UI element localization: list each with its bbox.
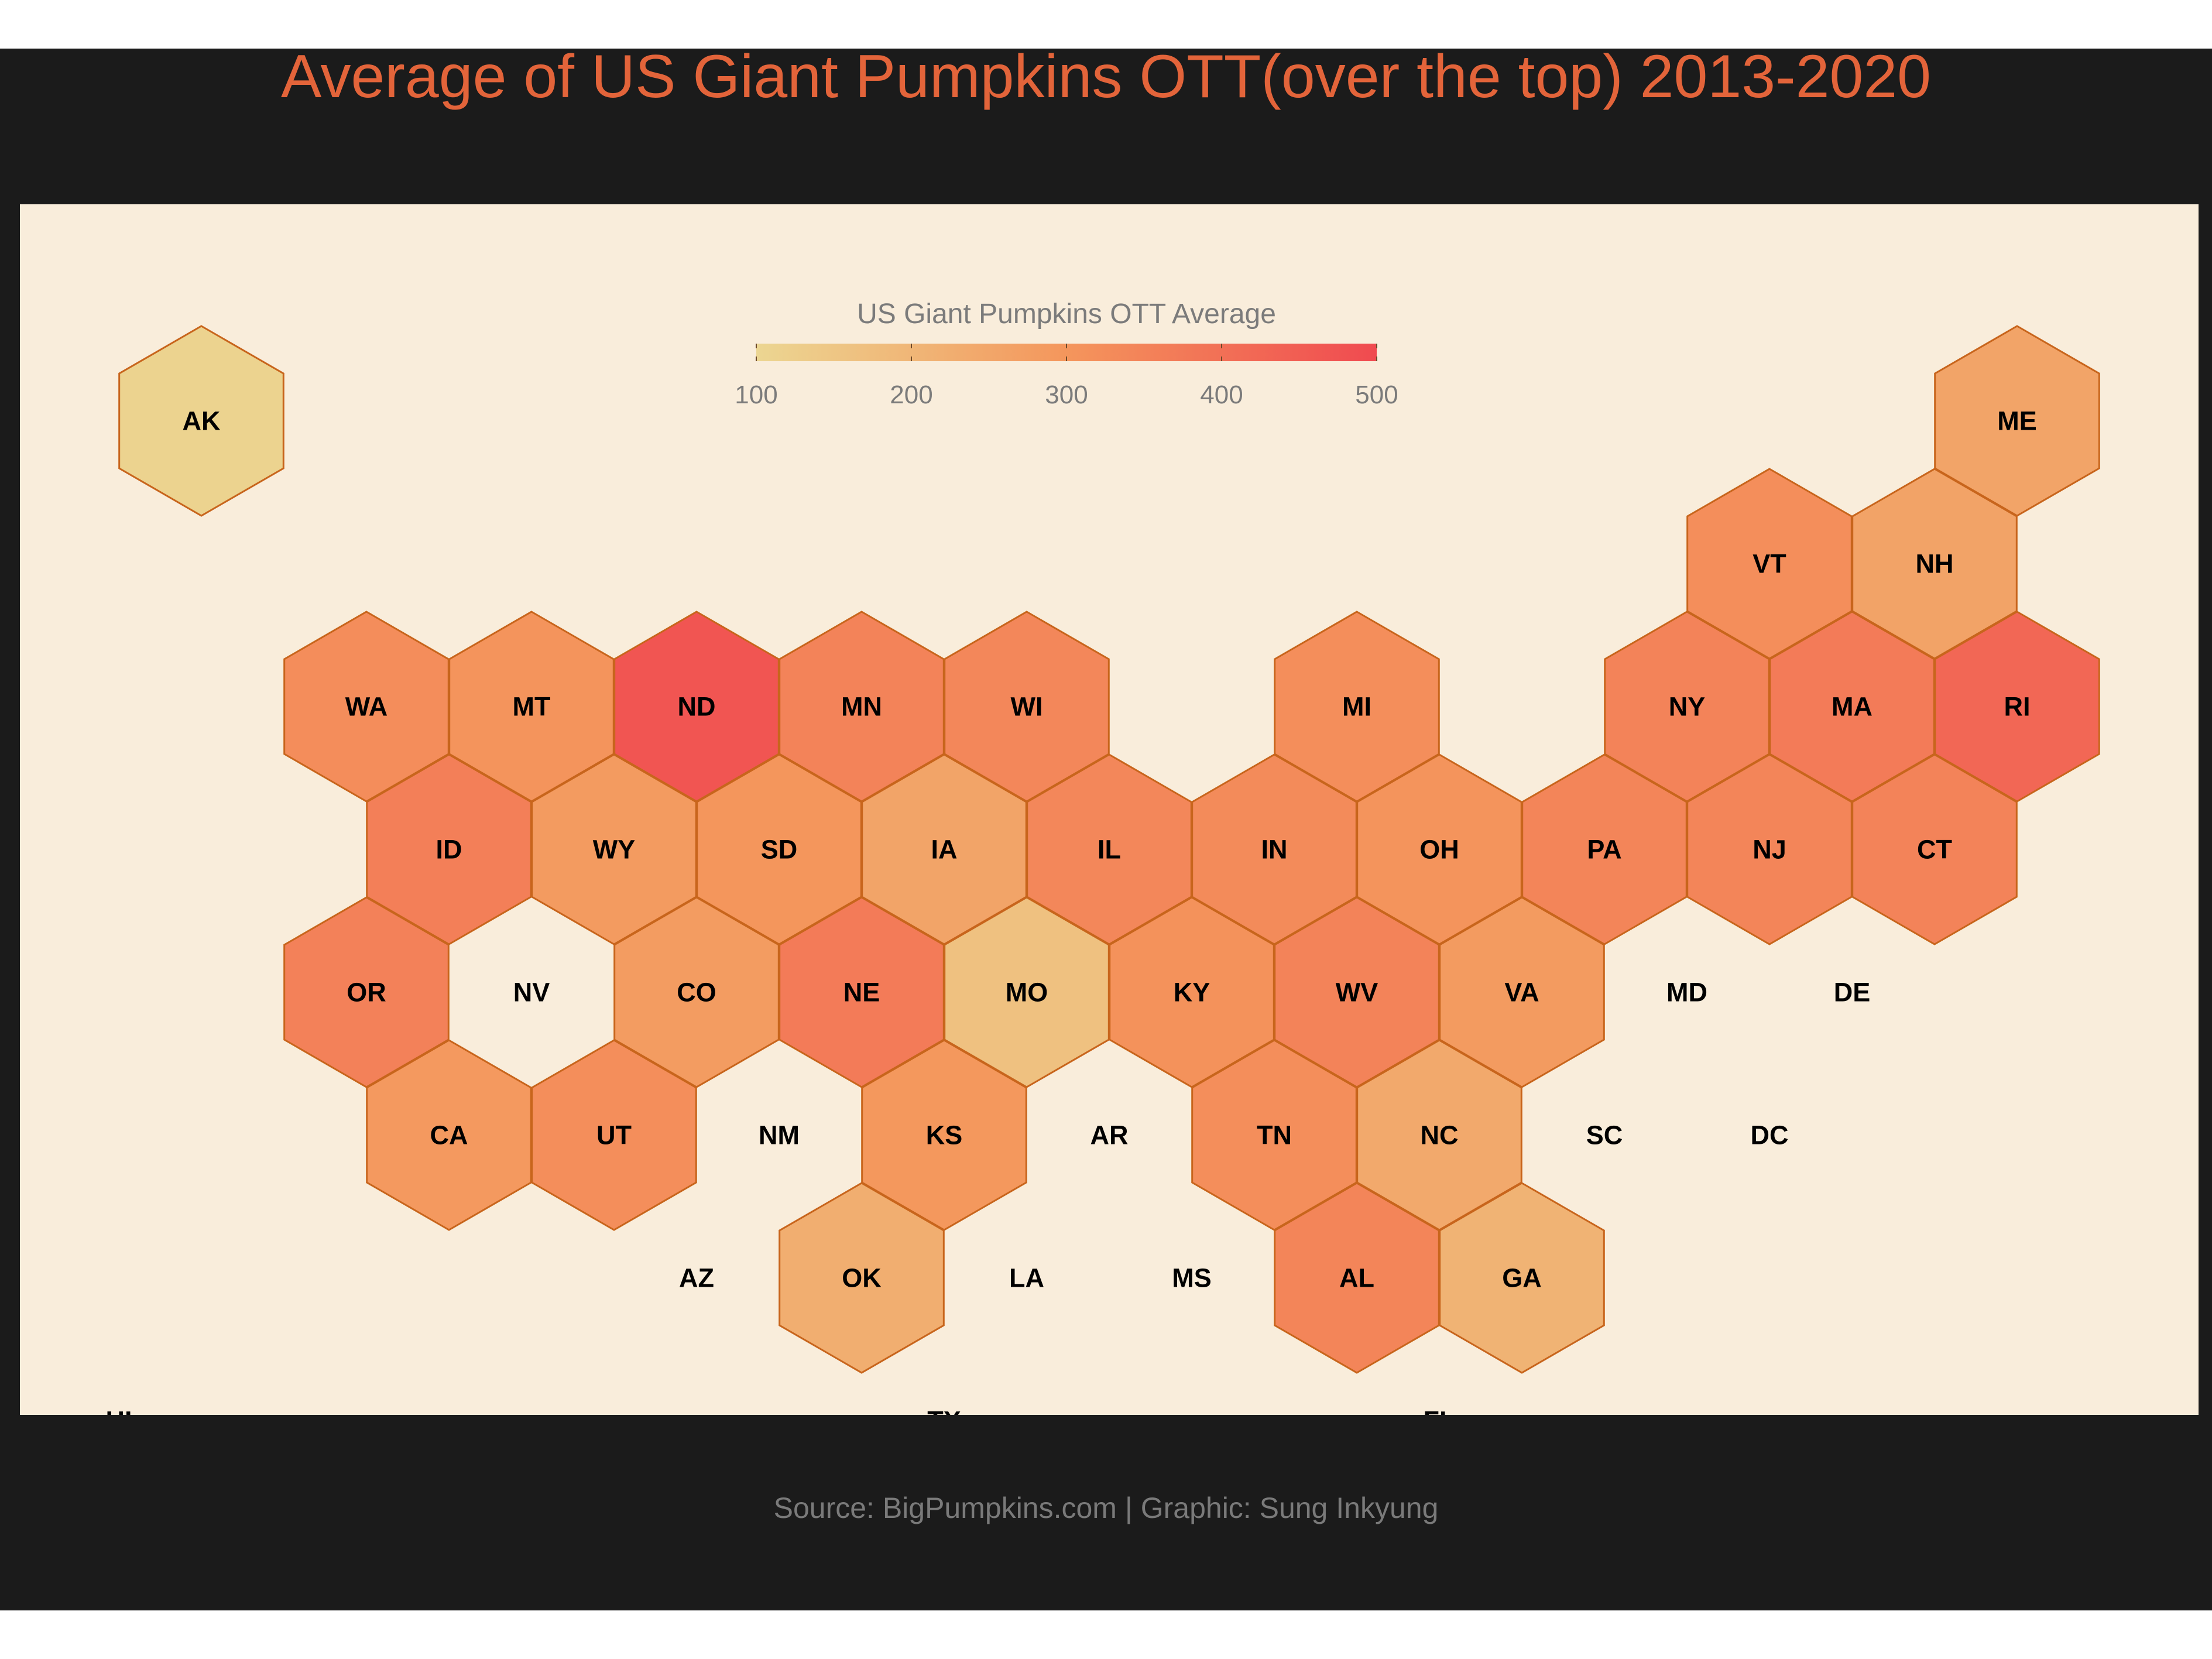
state-label-ca: CA <box>430 1120 468 1150</box>
state-label-or: OR <box>347 978 386 1007</box>
state-label-ia: IA <box>931 835 958 865</box>
state-label-md: MD <box>1666 978 1707 1007</box>
state-label-vt: VT <box>1753 549 1786 579</box>
state-label-ms: MS <box>1172 1263 1212 1293</box>
state-label-tx: TX <box>927 1406 961 1415</box>
state-label-wy: WY <box>593 835 636 865</box>
legend-tick-label: 200 <box>890 381 932 409</box>
legend-tick-label: 300 <box>1045 381 1088 409</box>
legend-tick-label: 100 <box>735 381 777 409</box>
state-label-ga: GA <box>1502 1263 1542 1293</box>
state-label-ak: AK <box>183 406 221 436</box>
state-label-hi: HI <box>106 1406 132 1415</box>
legend-tick-label: 400 <box>1200 381 1243 409</box>
state-label-sd: SD <box>761 835 798 865</box>
state-label-dc: DC <box>1751 1120 1789 1150</box>
state-label-pa: PA <box>1587 835 1621 865</box>
state-label-mt: MT <box>513 692 551 722</box>
state-label-ar: AR <box>1090 1120 1129 1150</box>
state-label-sc: SC <box>1586 1120 1623 1150</box>
state-label-nj: NJ <box>1753 835 1786 865</box>
state-label-la: LA <box>1009 1263 1044 1293</box>
legend-title: US Giant Pumpkins OTT Average <box>857 299 1276 330</box>
state-label-al: AL <box>1339 1263 1374 1293</box>
state-label-az: AZ <box>679 1263 714 1293</box>
state-labels: AK ME VT NH WA MT ND MN WI MI NY MA RI ID WY SD IA IL IN OH… <box>106 406 2037 1415</box>
state-label-nd: ND <box>678 692 716 722</box>
state-label-ne: NE <box>843 978 880 1007</box>
state-label-id: ID <box>436 835 462 865</box>
state-hex-ct <box>1851 753 2018 945</box>
state-label-mn: MN <box>841 692 882 722</box>
state-label-tn: TN <box>1257 1120 1292 1150</box>
state-hex-ut <box>531 1039 697 1231</box>
state-label-wv: WV <box>1336 978 1378 1007</box>
state-label-in: IN <box>1261 835 1288 865</box>
state-label-wi: WI <box>1011 692 1043 722</box>
legend-ticks: 100 200 300 400 500 <box>735 344 1398 409</box>
state-label-nv: NV <box>513 978 550 1007</box>
color-legend: US Giant Pumpkins OTT Average 100 200 300 4… <box>735 299 1398 409</box>
state-label-me: ME <box>1997 406 2037 436</box>
state-label-ny: NY <box>1669 692 1706 722</box>
state-label-oh: OH <box>1419 835 1459 865</box>
state-label-ri: RI <box>2004 692 2031 722</box>
state-hexes <box>118 325 2100 1374</box>
state-label-mo: MO <box>1006 978 1048 1007</box>
state-label-ct: CT <box>1917 835 1952 865</box>
state-label-ut: UT <box>596 1120 632 1150</box>
state-label-wa: WA <box>345 692 388 722</box>
map-panel: US Giant Pumpkins OTT Average 100 200 300 4… <box>20 204 2199 1415</box>
state-label-nc: NC <box>1421 1120 1459 1150</box>
state-hex-ga <box>1439 1182 1605 1374</box>
chart-title: Average of US Giant Pumpkins OTT(over th… <box>280 43 1932 111</box>
state-label-nh: NH <box>1916 549 1954 579</box>
state-label-de: DE <box>1834 978 1871 1007</box>
hex-map: US Giant Pumpkins OTT Average 100 200 300 4… <box>106 299 2100 1415</box>
state-label-fl: FL <box>1424 1406 1456 1415</box>
state-label-il: IL <box>1098 835 1121 865</box>
state-label-co: CO <box>677 978 716 1007</box>
legend-tick-label: 500 <box>1355 381 1398 409</box>
state-hex-ok <box>779 1182 945 1374</box>
state-label-ks: KS <box>926 1120 963 1150</box>
state-label-mi: MI <box>1342 692 1371 722</box>
state-label-ky: KY <box>1174 978 1210 1007</box>
state-label-ma: MA <box>1832 692 1873 722</box>
source-caption: Source: BigPumpkins.com | Graphic: Sung … <box>773 1492 1439 1524</box>
state-label-nm: NM <box>759 1120 800 1150</box>
state-label-va: VA <box>1504 978 1539 1007</box>
state-label-ok: OK <box>842 1263 882 1293</box>
state-hex-ak <box>118 325 284 517</box>
